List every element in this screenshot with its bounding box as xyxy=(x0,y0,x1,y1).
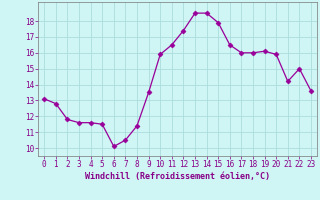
X-axis label: Windchill (Refroidissement éolien,°C): Windchill (Refroidissement éolien,°C) xyxy=(85,172,270,181)
